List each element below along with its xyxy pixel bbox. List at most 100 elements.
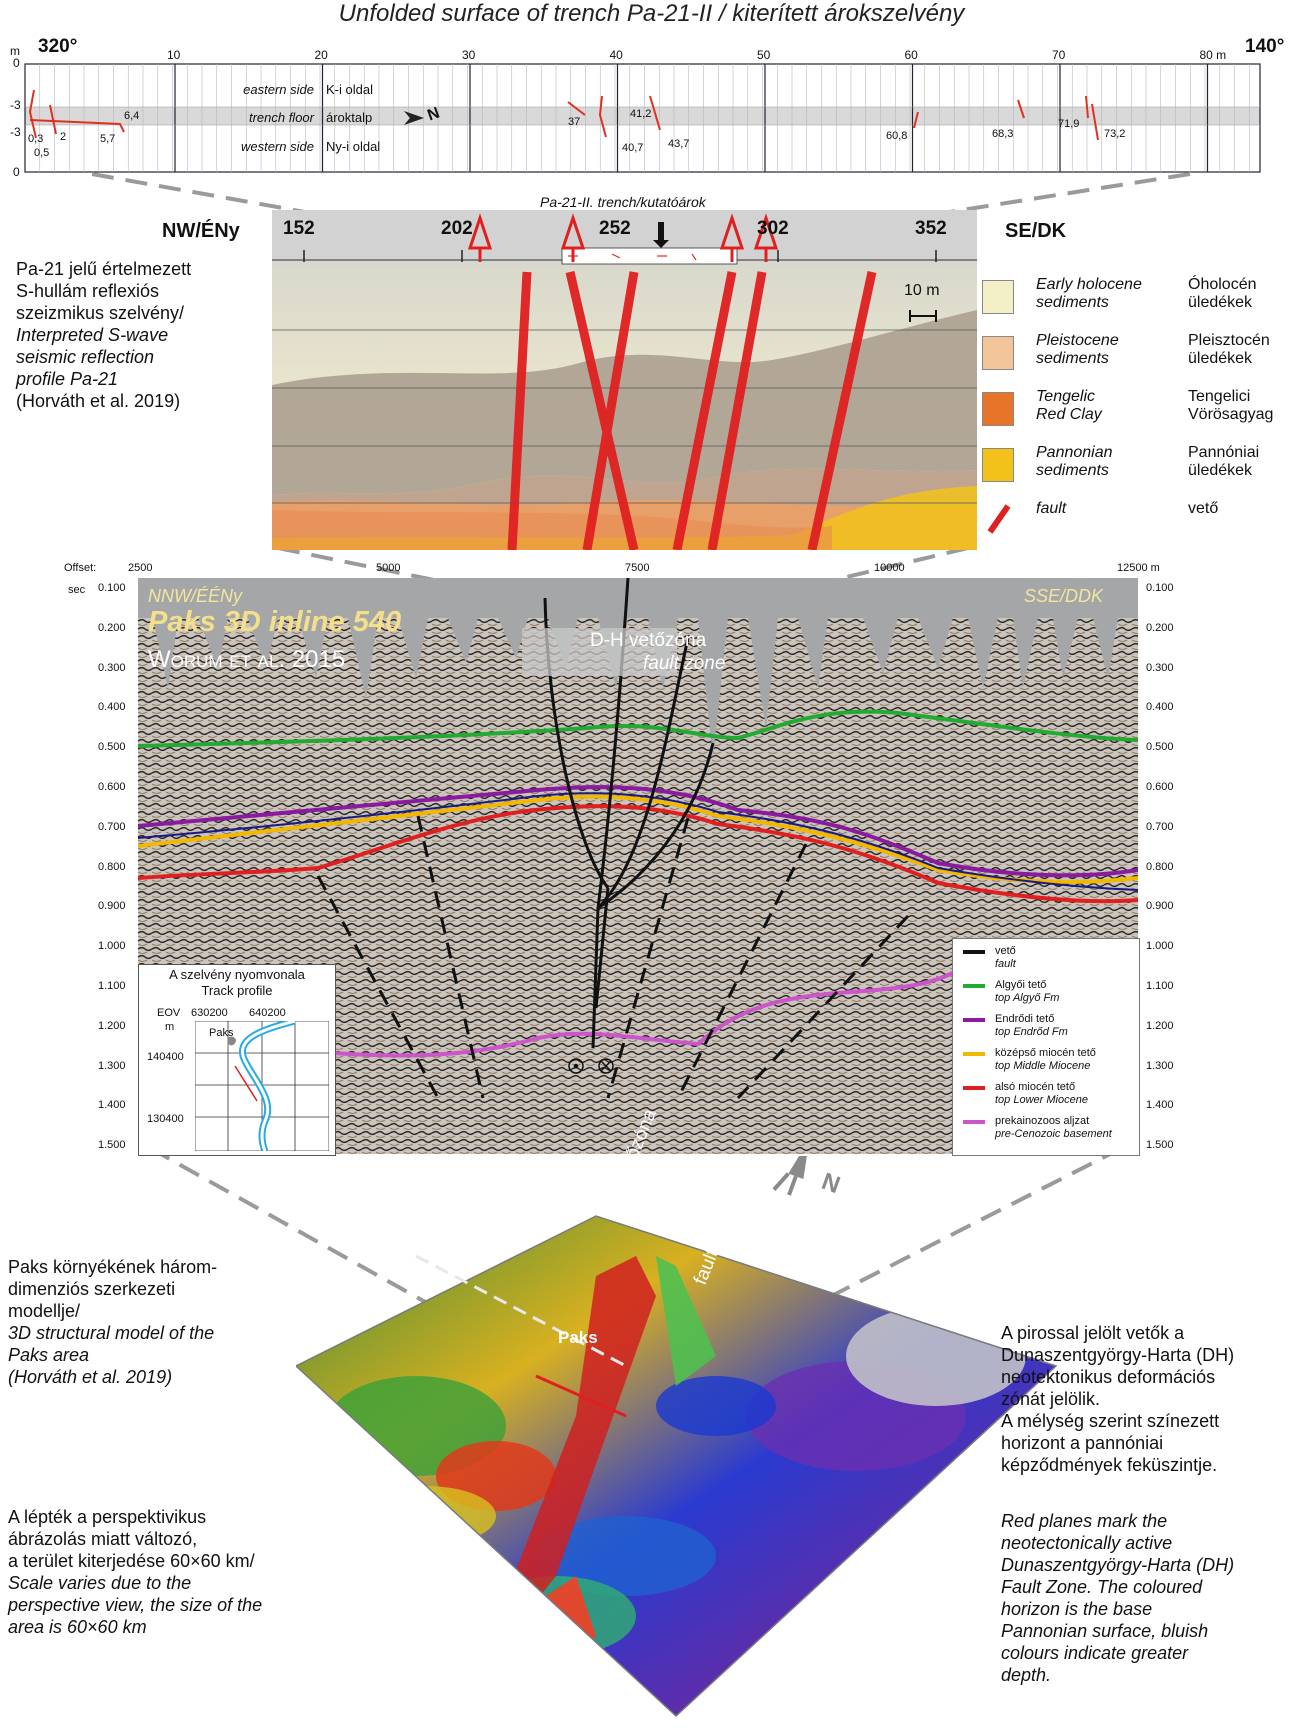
model-caption-en: Red planes mark the neotectonically acti… <box>1001 1511 1235 1685</box>
time-tick-right: 0.400 <box>1146 701 1174 714</box>
inset-x2: 640200 <box>249 1007 286 1019</box>
fault-zone-en: fault zone <box>643 653 726 674</box>
inset-paks: Paks <box>209 1027 234 1039</box>
fault-pos-41-2: 41,2 <box>630 108 652 120</box>
row-west-en: western side <box>241 139 314 154</box>
time-tick-left: 1.200 <box>98 1019 126 1032</box>
trench-title: Unfolded surface of trench Pa-21-II / ki… <box>338 0 965 27</box>
pa21-scale-label: 10 m <box>904 282 940 299</box>
time-tick-right: 1.500 <box>1146 1139 1174 1152</box>
model-scale-note: A lépték a perspektivikus ábrázolás miat… <box>8 1507 263 1637</box>
fault-zone-hu: D-H vetőzóna <box>590 630 707 651</box>
pa21-right-direction: SE/DK <box>1005 220 1067 242</box>
model-caption-hu: A pirossal jelölt vetők a Dunaszentgyörg… <box>1001 1323 1235 1475</box>
distance-tick: 50 <box>757 48 771 62</box>
time-tick-left: 0.700 <box>98 820 126 833</box>
distance-tick: 70 <box>1052 48 1066 62</box>
time-tick-right: 0.800 <box>1146 860 1174 873</box>
pa21-tick-202: 202 <box>441 218 473 239</box>
fault-pos-37: 37 <box>568 116 581 128</box>
offset-label: Offset: <box>64 562 97 574</box>
model-paks-label: Paks <box>558 1328 598 1347</box>
time-tick-right: 1.000 <box>1146 940 1174 953</box>
row-east-hu: K-i oldal <box>326 82 373 97</box>
time-tick-right: 1.200 <box>1146 1019 1174 1032</box>
time-tick-left: 1.400 <box>98 1099 126 1112</box>
seismic-left-direction: NNW/ÉÉNy <box>148 586 242 606</box>
time-tick-left: 0.200 <box>98 621 126 634</box>
time-tick-right: 1.400 <box>1146 1099 1174 1112</box>
time-tick-right: 0.300 <box>1146 661 1174 674</box>
time-tick-right: 1.100 <box>1146 980 1174 992</box>
legend-fault: fault vető <box>982 500 1302 544</box>
time-tick-left: 1.100 <box>98 980 126 992</box>
pa21-description: Pa-21 jelű értelmezett S-hullám reflexió… <box>16 259 192 411</box>
pa21-profile <box>272 210 977 550</box>
time-tick-right: 1.300 <box>1146 1059 1174 1072</box>
distance-tick: 40 <box>609 48 623 62</box>
trench-grid <box>24 63 1261 173</box>
legend-holocene: Early holocene sediments Óholocén üledékek <box>982 276 1302 320</box>
time-tick-right: 0.200 <box>1146 621 1174 634</box>
fault-pos-43-7: 43,7 <box>668 138 690 150</box>
depth-label-m3-a: -3 <box>10 98 21 112</box>
distance-tick: 60 <box>904 48 918 62</box>
seismic-legend-middle-miocene: középső miocén tető top Middle Miocene <box>953 1047 1138 1081</box>
offset-12500: 12500 m <box>1117 562 1160 574</box>
seismic-legend-endrod: Endrődi tető top Endrőd Fm <box>953 1013 1138 1047</box>
track-profile-inset: A szelvény nyomvonala Track profile EOV … <box>138 964 336 1156</box>
right-azimuth: 140° <box>1245 36 1285 57</box>
inset-y2: 130400 <box>147 1113 184 1125</box>
trench-unit-label: m <box>10 44 20 58</box>
depth-label-0-bottom: 0 <box>13 165 20 179</box>
inset-eov: EOV <box>157 1007 181 1019</box>
fault-pos-0-3: 0,3 <box>28 133 44 145</box>
offset-7500: 7500 <box>625 562 650 574</box>
left-azimuth: 320° <box>38 36 78 57</box>
fault-pos-2: 2 <box>60 131 67 143</box>
seismic-legend: vető fault Algyői tető top Algyő Fm Endrőd… <box>952 938 1140 1156</box>
model-north-arrow <box>772 1156 810 1196</box>
fault-pos-6-4: 6,4 <box>124 110 140 122</box>
time-tick-left: 0.800 <box>98 860 126 873</box>
depth-label-m3-b: -3 <box>10 125 21 139</box>
time-tick-right: 0.100 <box>1146 582 1174 594</box>
row-floor-en: trench floor <box>248 110 314 125</box>
fault-pos-68-3: 68,3 <box>992 128 1014 140</box>
distance-tick: 10 <box>167 48 181 62</box>
legend-pannonian: Pannonian sediments Pannóniai üledékek <box>982 444 1302 488</box>
fault-pos-73-2: 73,2 <box>1104 128 1126 140</box>
offset-5000: 5000 <box>376 562 401 574</box>
depth-label-0-top: 0 <box>13 56 20 70</box>
row-floor-hu: ároktalp <box>326 110 373 125</box>
sec-label: sec <box>68 584 86 596</box>
fault-pos-0-5: 0,5 <box>34 147 50 159</box>
structural-model-3d <box>296 1156 1058 1718</box>
pa21-left-direction: NW/ÉNy <box>162 220 240 242</box>
time-tick-left: 0.600 <box>98 781 126 793</box>
pa21-tick-352: 352 <box>915 218 947 239</box>
time-tick-left: 0.500 <box>98 741 126 754</box>
seismic-citation: Worum et al. 2015 <box>148 646 346 673</box>
time-tick-left: 0.300 <box>98 661 126 674</box>
trench-north-arrow <box>404 111 424 125</box>
model-description: Paks környékének három- dimenziós szerke… <box>8 1257 218 1387</box>
inset-m: m <box>165 1021 175 1033</box>
inset-y1: 140400 <box>147 1051 184 1063</box>
distance-tick: 30 <box>462 48 476 62</box>
inset-title-en: Track profile <box>201 983 273 998</box>
distance-tick: 20 <box>314 48 328 62</box>
seismic-legend-lower-miocene: alsó miocén tető top Lower Miocene <box>953 1081 1138 1115</box>
fault-pos-40-7: 40,7 <box>622 142 644 154</box>
fault-pos-71-9: 71,9 <box>1058 118 1080 130</box>
legend-tengelic: Tengelic Red Clay Tengelici Vörösagyag <box>982 388 1302 432</box>
pa21-tick-302: 302 <box>757 218 789 239</box>
trench-location-label: Pa-21-II. trench/kutatóárok <box>540 194 706 210</box>
time-tick-left: 0.900 <box>98 900 126 913</box>
time-tick-left: 0.400 <box>98 701 126 714</box>
time-tick-left: 0.100 <box>98 582 126 594</box>
inset-x1: 630200 <box>191 1007 228 1019</box>
seismic-legend-fault: vető fault <box>953 945 1138 979</box>
fault-pos-5-7: 5,7 <box>100 133 116 145</box>
seismic-legend-algyo: Algyői tető top Algyő Fm <box>953 979 1138 1013</box>
